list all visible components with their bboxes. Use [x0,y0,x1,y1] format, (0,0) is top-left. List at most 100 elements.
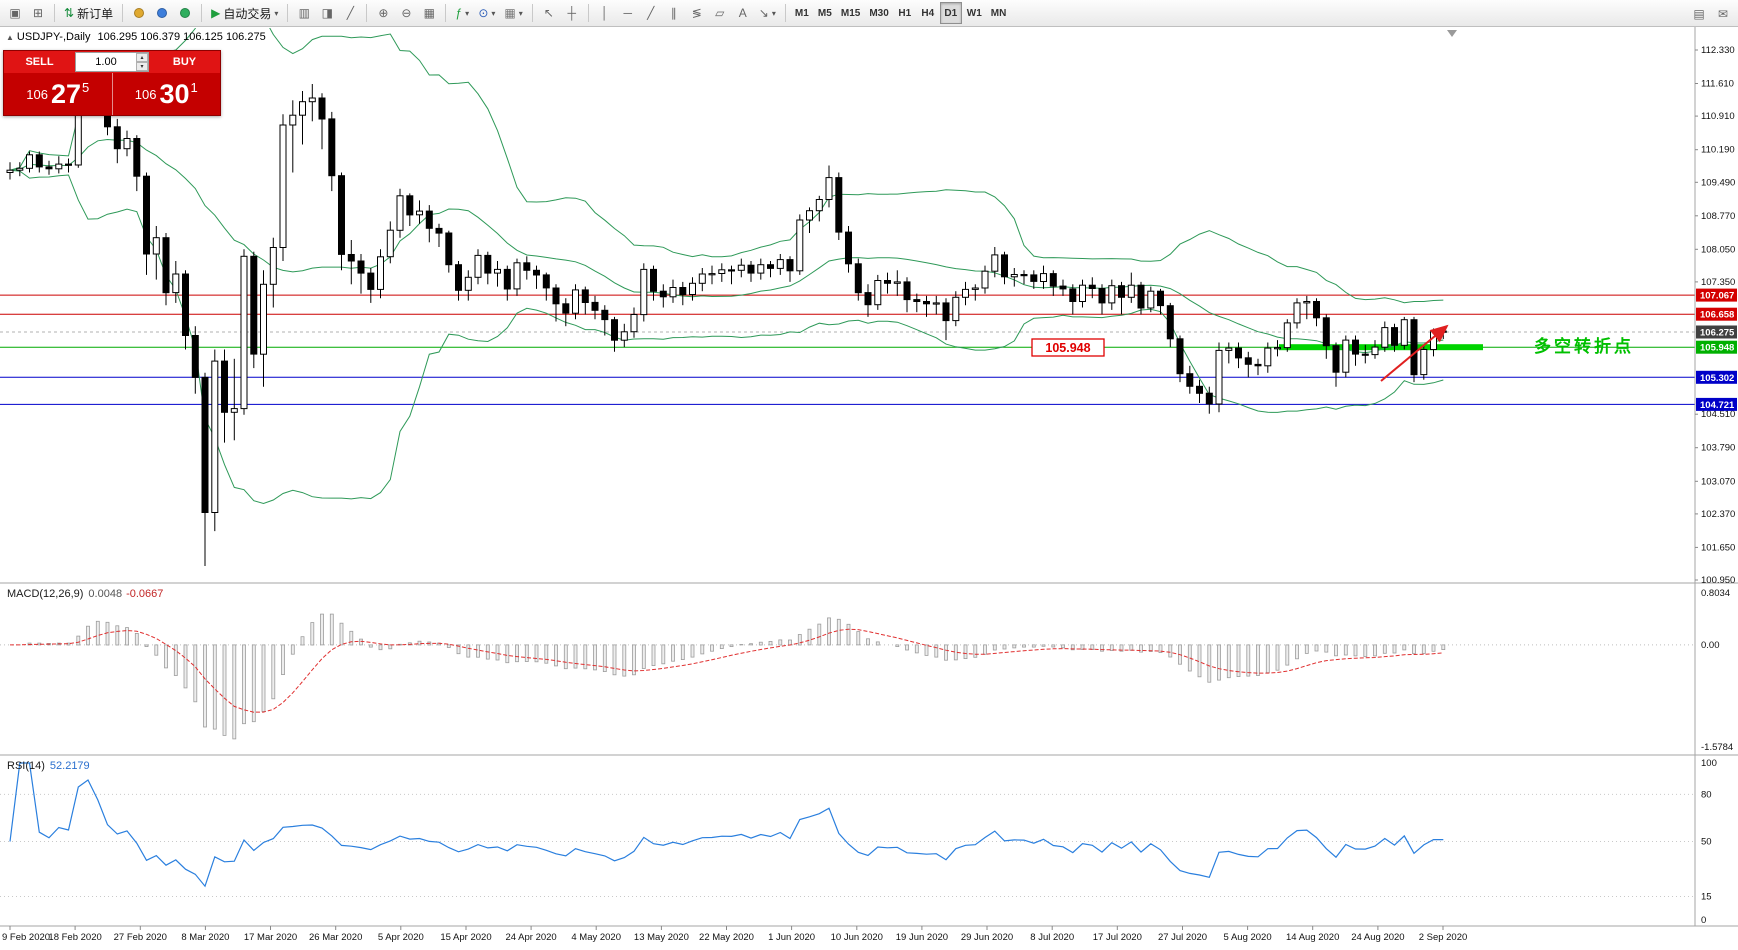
mql5-market-icon[interactable] [128,2,150,24]
svg-text:104.510: 104.510 [1701,409,1735,420]
toolbar-separator [587,4,589,22]
periods-dropdown[interactable]: ⊙ ▾ [474,2,499,24]
volume-up-button[interactable]: ▴ [136,53,148,62]
mail-icon[interactable]: ✉ [1712,3,1734,25]
svg-text:0: 0 [1701,915,1706,926]
profiles-icon[interactable]: ⊞ [27,2,49,24]
community-icon[interactable] [151,2,173,24]
toolbar-separator [287,4,289,22]
tf-d1-button[interactable]: D1 [939,2,962,24]
signals-icon[interactable] [174,2,196,24]
tile-windows-icon[interactable]: ▦ [418,2,440,24]
svg-text:80: 80 [1701,789,1712,800]
sell-price-big: 27 [50,78,81,109]
tf-m15-button[interactable]: M15 [837,2,864,24]
candlestick-chart-icon[interactable]: ◨ [316,2,338,24]
svg-text:101.650: 101.650 [1701,542,1735,553]
symbol-marker-icon: ▲ [6,33,14,42]
svg-text:多空转折点: 多空转折点 [1534,336,1634,356]
toolbar-separator [531,4,533,22]
volume-input[interactable] [76,53,136,71]
buy-price-head: 106 [134,86,157,102]
vertical-line-icon[interactable]: │ [594,2,616,24]
tf-m5-button[interactable]: M5 [814,2,836,24]
cursor-icon[interactable]: ↖ [538,2,560,24]
svg-text:22 May 2020: 22 May 2020 [699,932,754,943]
tf-mn-button[interactable]: MN [987,2,1011,24]
svg-text:5 Apr 2020: 5 Apr 2020 [378,932,424,943]
tf-m1-button[interactable]: M1 [791,2,813,24]
svg-text:4 May 2020: 4 May 2020 [571,932,621,943]
trendline-icon[interactable]: ╱ [640,2,662,24]
tf-h1-button[interactable]: H1 [894,2,916,24]
text-icon[interactable]: A [732,2,754,24]
svg-text:2 Sep 2020: 2 Sep 2020 [1419,932,1468,943]
svg-text:27 Feb 2020: 27 Feb 2020 [114,932,167,943]
volume-down-button[interactable]: ▾ [136,62,148,71]
tf-m30-button[interactable]: M30 [865,2,892,24]
svg-text:111.610: 111.610 [1701,79,1734,90]
svg-text:108.770: 108.770 [1701,211,1735,222]
bar-chart-icon[interactable]: ▥ [293,2,315,24]
crosshair-icon[interactable]: ┼ [561,2,583,24]
horizontal-line-icon[interactable]: ─ [617,2,639,24]
macd-label: MACD(12,26,9) 0.0048 -0.0667 [7,588,163,600]
svg-text:29 Jun 2020: 29 Jun 2020 [961,932,1013,943]
svg-text:102.370: 102.370 [1701,509,1735,520]
svg-text:110.190: 110.190 [1701,145,1735,156]
zoom-out-icon[interactable]: ⊖ [395,2,417,24]
svg-text:5 Aug 2020: 5 Aug 2020 [1224,932,1272,943]
svg-text:17 Jul 2020: 17 Jul 2020 [1093,932,1142,943]
svg-text:0.8034: 0.8034 [1701,588,1730,599]
svg-text:1 Jun 2020: 1 Jun 2020 [768,932,815,943]
buy-price-sup: 1 [190,80,198,95]
depth-of-market-icon[interactable]: ▤ [1688,3,1710,25]
shapes-icon[interactable]: ▱ [709,2,731,24]
svg-text:13 May 2020: 13 May 2020 [634,932,689,943]
svg-text:18 Feb 2020: 18 Feb 2020 [48,932,101,943]
svg-text:50: 50 [1701,837,1712,848]
buy-price[interactable]: 106 30 1 [113,73,221,115]
sell-price-sup: 5 [82,80,90,95]
sell-price[interactable]: 106 27 5 [4,73,112,115]
new-chart-icon[interactable]: ▣ [4,2,26,24]
fibonacci-icon[interactable]: ≶ [686,2,708,24]
svg-text:103.790: 103.790 [1701,443,1735,454]
symbol-ohlc: 106.295 106.379 106.125 106.275 [97,31,266,43]
svg-text:105.948: 105.948 [1045,341,1090,355]
tf-w1-button[interactable]: W1 [963,2,986,24]
templates-dropdown[interactable]: ▦ ▾ [500,2,526,24]
sell-button[interactable]: SELL [25,56,54,68]
buy-button[interactable]: BUY [172,56,197,68]
volume-spinner: ▴ ▾ [136,53,148,71]
zoom-in-icon[interactable]: ⊕ [372,2,394,24]
new-order-button[interactable]: ⇅ 新订单 [60,2,117,24]
indicators-dropdown[interactable]: ƒ ▾ [451,2,473,24]
line-chart-icon[interactable]: ╱ [339,2,361,24]
tf-h4-button[interactable]: H4 [917,2,939,24]
svg-text:112.330: 112.330 [1701,45,1735,56]
svg-text:24 Aug 2020: 24 Aug 2020 [1351,932,1404,943]
trade-panel-price-row: 106 27 5 106 30 1 [4,73,220,115]
svg-text:15 Apr 2020: 15 Apr 2020 [440,932,491,943]
svg-text:19 Jun 2020: 19 Jun 2020 [896,932,948,943]
svg-text:106.658: 106.658 [1700,310,1734,321]
autotrading-button[interactable]: ▶ 自动交易 ▾ [207,2,282,24]
svg-text:10 Jun 2020: 10 Jun 2020 [831,932,883,943]
svg-text:-1.5784: -1.5784 [1701,742,1733,753]
macd-name: MACD(12,26,9) [7,588,84,600]
channel-icon[interactable]: ∥ [663,2,685,24]
svg-text:26 Mar 2020: 26 Mar 2020 [309,932,362,943]
arrows-dropdown[interactable]: ↘ ▾ [755,2,780,24]
toolbar-separator [54,4,55,22]
rsi-value: 52.2179 [49,760,90,772]
trade-panel-header-row: SELL ▴ ▾ BUY [4,51,220,73]
svg-text:104.721: 104.721 [1700,400,1735,411]
toolbar-separator [445,4,447,22]
svg-text:15: 15 [1701,892,1712,903]
svg-text:105.948: 105.948 [1700,343,1734,354]
svg-text:107.067: 107.067 [1700,291,1734,302]
svg-text:8 Jul 2020: 8 Jul 2020 [1030,932,1074,943]
